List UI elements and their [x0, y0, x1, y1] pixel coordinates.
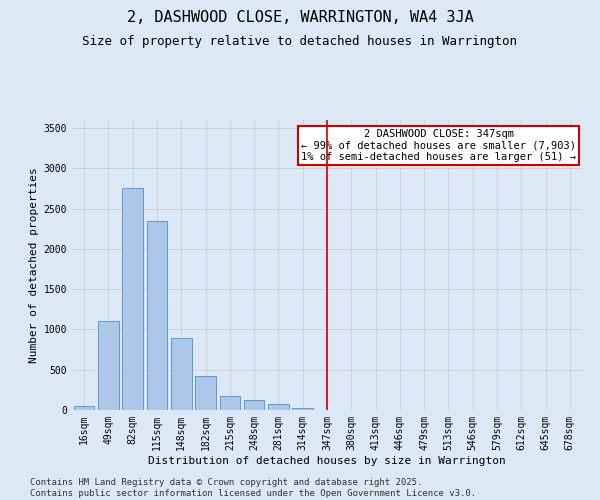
Bar [195, 376, 216, 410]
Text: Size of property relative to detached houses in Warrington: Size of property relative to detached ho… [83, 35, 517, 48]
Bar [98, 322, 119, 410]
Text: 2 DASHWOOD CLOSE: 347sqm
← 99% of detached houses are smaller (7,903)
1% of semi: 2 DASHWOOD CLOSE: 347sqm ← 99% of detach… [301, 128, 576, 162]
Bar [146, 220, 167, 410]
Bar [220, 396, 240, 410]
Bar [122, 188, 143, 410]
Bar [292, 408, 313, 410]
Bar [171, 338, 191, 410]
Bar [268, 404, 289, 410]
X-axis label: Distribution of detached houses by size in Warrington: Distribution of detached houses by size … [148, 456, 506, 466]
Bar [74, 406, 94, 410]
Text: 2, DASHWOOD CLOSE, WARRINGTON, WA4 3JA: 2, DASHWOOD CLOSE, WARRINGTON, WA4 3JA [127, 10, 473, 25]
Bar [244, 400, 265, 410]
Text: Contains HM Land Registry data © Crown copyright and database right 2025.
Contai: Contains HM Land Registry data © Crown c… [30, 478, 476, 498]
Y-axis label: Number of detached properties: Number of detached properties [29, 167, 40, 363]
